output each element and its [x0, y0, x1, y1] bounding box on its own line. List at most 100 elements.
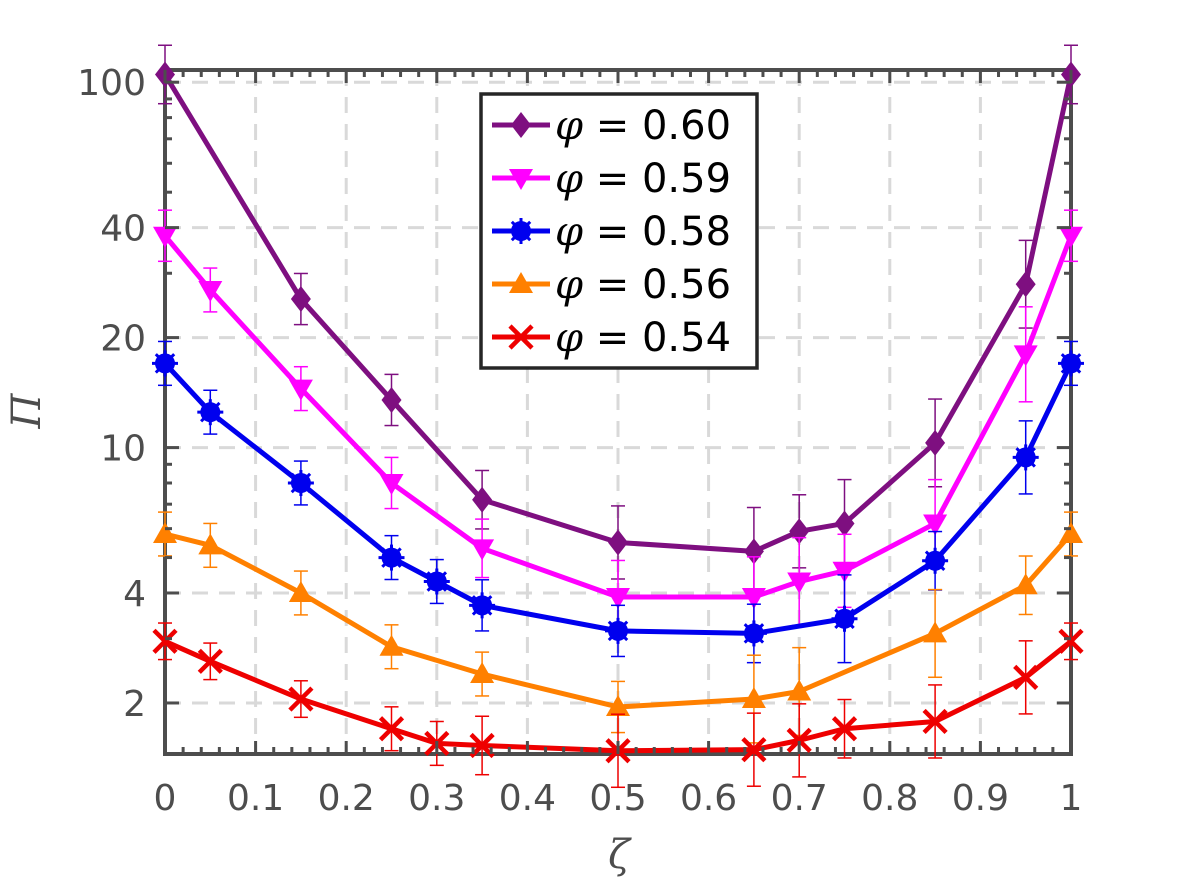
star-marker-ray: [743, 623, 765, 644]
triangle-down-marker: [1059, 226, 1083, 248]
series-0: [155, 44, 1081, 596]
legend-phi-symbol: φ: [555, 103, 583, 149]
star-marker-ray: [1060, 353, 1082, 374]
data-point: [922, 708, 948, 735]
data-point: [925, 429, 946, 456]
data-point: [741, 588, 766, 610]
diamond-marker: [472, 486, 493, 513]
data-point: [469, 592, 496, 619]
data-point: [1058, 350, 1084, 377]
legend-label: = 0.59: [583, 156, 731, 202]
data-point: [470, 662, 495, 684]
triangle-up-marker: [198, 533, 223, 555]
data-point: [423, 568, 450, 595]
x-marker-stroke: [288, 686, 314, 712]
star-marker-ray: [200, 401, 221, 423]
svg-text:φ = 0.54: φ = 0.54: [555, 315, 731, 361]
y-tick-label: 2: [123, 684, 146, 725]
x-marker-stroke: [786, 727, 812, 753]
legend-label: = 0.56: [583, 262, 731, 308]
legend-marker-triangle-up: [492, 272, 550, 293]
triangle-up-marker: [288, 580, 313, 602]
data-point: [1059, 226, 1083, 248]
diamond-marker: [290, 286, 311, 313]
triangle-down-marker: [606, 588, 630, 610]
x-tick-label: 0.2: [318, 778, 375, 819]
data-point: [1015, 271, 1036, 298]
data-point: [1059, 522, 1083, 544]
data-point: [470, 539, 495, 561]
data-point: [1013, 573, 1038, 595]
legend-label: = 0.58: [583, 209, 731, 255]
data-point: [608, 529, 628, 556]
data-point: [379, 473, 404, 495]
data-point: [605, 617, 631, 644]
star-marker-ray: [510, 220, 532, 242]
data-point: [923, 621, 948, 643]
x-marker-stroke: [152, 628, 178, 654]
triangle-down-marker: [787, 572, 812, 594]
ticks: 0 0.1 0.2 0.3 0.4 0.5 0.6 0.7 0.8 0.9 1 2 4 10 20 40 100: [77, 63, 1082, 819]
data-point: [198, 280, 223, 302]
svg-text:φ = 0.60: φ = 0.60: [555, 103, 731, 149]
star-marker-ray: [1015, 447, 1036, 468]
legend-marker-x: [492, 324, 550, 350]
data-point: [1058, 628, 1084, 654]
data-point: [288, 686, 314, 712]
x-tick-label: 0.4: [499, 778, 556, 819]
triangle-up-marker: [741, 687, 766, 709]
data-point: [197, 648, 223, 674]
data-point: [787, 572, 812, 594]
data-point: [606, 694, 630, 716]
diamond-marker: [743, 538, 764, 565]
data-point: [831, 605, 858, 632]
data-point: [1012, 444, 1039, 471]
triangle-up-marker: [923, 621, 948, 643]
triangle-up-marker: [379, 634, 404, 656]
data-point: [290, 286, 311, 313]
triangle-up-marker: [787, 679, 812, 701]
series-1: [153, 209, 1083, 638]
star-marker-ray: [607, 620, 629, 642]
data-point: [381, 386, 402, 413]
data-point: [741, 737, 767, 763]
data-point: [378, 544, 405, 571]
x-tick-label: 0.9: [952, 778, 1009, 819]
data-point: [832, 561, 857, 583]
diamond-marker: [511, 112, 531, 138]
x-tick-label: 0.5: [589, 778, 646, 819]
series-2: [152, 340, 1084, 664]
legend-phi-symbol: φ: [555, 209, 583, 255]
triangle-down-marker: [153, 226, 177, 248]
triangle-down-marker: [470, 539, 495, 561]
legend-phi-symbol: φ: [555, 156, 583, 202]
diamond-marker: [834, 510, 855, 537]
triangle-down-marker: [509, 169, 533, 190]
series-3: [153, 511, 1083, 744]
triangle-down-marker: [923, 514, 948, 536]
x-marker-stroke: [508, 324, 534, 350]
data-point: [288, 580, 313, 602]
data-point: [152, 628, 178, 654]
y-tick-label: 40: [100, 209, 146, 250]
triangle-up-marker: [1013, 573, 1038, 595]
triangle-up-marker: [1059, 522, 1083, 544]
legend-marker-star: [492, 218, 550, 244]
svg-text:φ = 0.58: φ = 0.58: [555, 209, 731, 255]
data-point: [831, 716, 858, 742]
legend-entry-phi-056: φ = 0.56: [492, 262, 731, 308]
data-point: [786, 727, 812, 753]
x-tick-label: 0.3: [408, 778, 465, 819]
legend-label: = 0.54: [583, 315, 731, 361]
x-marker-stroke: [197, 648, 223, 674]
legend-marker-triangle-down: [492, 169, 550, 190]
x-tick-label: 0.8: [861, 778, 918, 819]
y-axis-label: Π: [4, 392, 50, 429]
triangle-down-marker: [741, 588, 766, 610]
y-tick-label: 20: [100, 319, 146, 360]
data-point: [923, 514, 948, 536]
star-marker-ray: [381, 547, 402, 568]
data-point: [472, 486, 493, 513]
data-point: [606, 588, 630, 610]
data-point: [743, 538, 764, 565]
